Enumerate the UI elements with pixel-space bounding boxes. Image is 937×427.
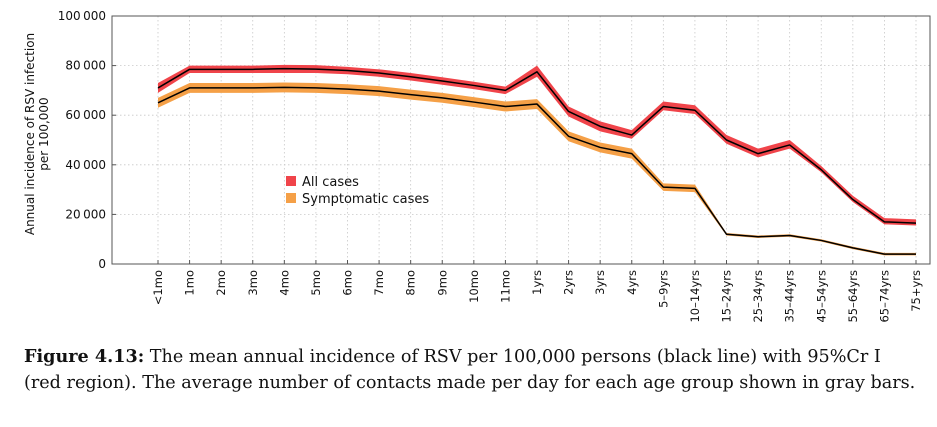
x-tick-label: 1mo (183, 270, 197, 296)
mean-lines (157, 67, 917, 255)
y-tick-label: 0 (98, 257, 106, 271)
legend-swatch (286, 176, 296, 186)
legend: All cases Symptomatic cases (286, 175, 429, 207)
x-tick-label: 5–9yrs (656, 270, 670, 308)
grid (112, 16, 930, 264)
y-tick-label: 40 000 (65, 158, 106, 172)
y-tick-labels: 0 20 000 40 000 60 000 80 000 100 000 (58, 9, 106, 271)
x-tick-label: 3mo (246, 270, 260, 296)
x-tick-label: 7mo (372, 270, 386, 296)
y-tick-label: 80 000 (65, 59, 106, 73)
x-tick-label: <1mo (151, 270, 165, 305)
y-axis-label: Annual incidence of RSV infection per 100… (23, 33, 51, 235)
y-axis-label-line: Annual incidence of RSV infection (23, 33, 37, 235)
plot-frame (111, 15, 931, 265)
x-tick-label: 10mo (467, 270, 481, 303)
caption-text: The mean annual incidence of RSV per 100… (24, 347, 916, 393)
x-tick-labels: <1mo 1mo 2mo 3mo 4mo 5mo 6mo 7mo 8mo 9mo 10mo 11mo 1… (151, 270, 923, 323)
y-axis-label-line: per 100,000 (37, 97, 51, 170)
x-tick-label: 5mo (309, 270, 323, 296)
y-tick-label: 20 000 (65, 207, 106, 221)
mean-line-all-cases (157, 67, 917, 224)
x-tick-label: 10–14yrs (688, 270, 702, 323)
rsv-incidence-chart: 0 20 000 40 000 60 000 80 000 100 000 <1mo 1mo… (23, 9, 931, 323)
x-tick-label: 25–34yrs (751, 270, 765, 323)
x-tick-label: 8mo (404, 270, 418, 296)
y-tick-label: 60 000 (65, 108, 106, 122)
x-tick-label: 3yrs (593, 270, 607, 295)
x-tick-label: 15–24yrs (720, 270, 734, 323)
x-tick-label: 1yrs (530, 270, 544, 295)
mean-line-symptomatic (157, 86, 916, 255)
x-tick-label: 9mo (435, 270, 449, 296)
x-tick-label: 2mo (214, 270, 228, 296)
x-tick-label: 4mo (277, 270, 291, 296)
legend-label: All cases (302, 175, 359, 190)
legend-swatch (286, 193, 296, 203)
x-tick-label: 6mo (341, 270, 355, 296)
x-tick-label: 65–74yrs (877, 270, 891, 323)
x-tick-label: 35–44yrs (783, 270, 797, 323)
x-tick-label: 2yrs (562, 270, 576, 295)
y-tick-label: 100 000 (58, 9, 106, 23)
legend-label: Symptomatic cases (302, 192, 429, 207)
x-tick-label: 55–64yrs (846, 270, 860, 323)
x-tick-label: 45–54yrs (814, 270, 828, 323)
caption-label: Figure 4.13: (24, 346, 145, 367)
axes (111, 15, 931, 265)
figure-caption: Figure 4.13: The mean annual incidence o… (24, 344, 919, 396)
x-tick-label: 75+yrs (909, 270, 923, 312)
x-tick-label: 4yrs (625, 270, 639, 295)
x-tick-label: 11mo (498, 270, 512, 303)
